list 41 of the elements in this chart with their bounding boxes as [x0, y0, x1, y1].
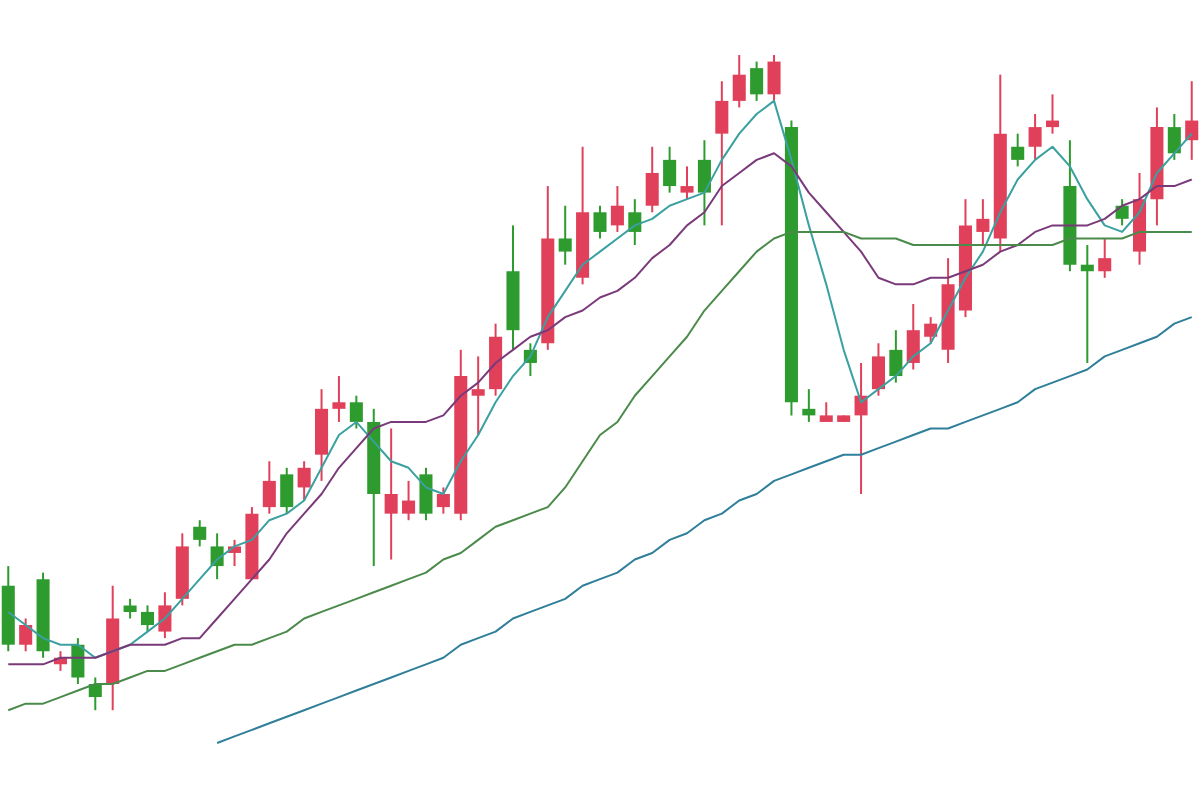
candlestick — [1167, 113, 1181, 161]
candlestick — [297, 460, 311, 502]
candlestick — [593, 204, 607, 240]
candlestick — [663, 145, 677, 194]
candlestick — [1098, 237, 1112, 279]
candlestick — [889, 329, 903, 384]
candlestick — [349, 394, 363, 430]
candlestick — [332, 375, 346, 423]
candlestick — [384, 427, 398, 561]
candlestick — [1080, 244, 1094, 364]
candlestick — [315, 388, 329, 482]
candlestick — [767, 54, 781, 102]
candlestick — [419, 466, 433, 522]
candlestick — [924, 316, 938, 345]
candlestick — [819, 401, 833, 423]
candlestick — [280, 466, 294, 515]
candlestick — [402, 479, 416, 522]
candlestick — [436, 486, 450, 515]
candlestick — [871, 342, 885, 397]
candlestick — [750, 60, 764, 102]
candlestick — [645, 145, 659, 214]
candlestick — [558, 204, 572, 266]
candlestick — [610, 185, 624, 233]
candlestick — [1011, 132, 1025, 168]
candlestick — [732, 54, 746, 109]
candlestick — [976, 198, 990, 247]
candlestick — [158, 591, 172, 640]
candlestick — [802, 388, 816, 423]
candlestick — [680, 165, 694, 201]
candlestick — [19, 617, 33, 653]
candlestick — [262, 460, 276, 515]
candlestick — [1028, 113, 1042, 161]
candlestick — [123, 597, 137, 620]
candlestick — [140, 604, 155, 633]
candlestick — [193, 519, 207, 548]
candlestick — [1045, 93, 1060, 135]
candlestick — [471, 355, 485, 437]
candlestick — [715, 80, 729, 227]
candlestick — [906, 303, 920, 371]
candlestick — [697, 139, 711, 227]
candlestick — [1115, 198, 1129, 227]
